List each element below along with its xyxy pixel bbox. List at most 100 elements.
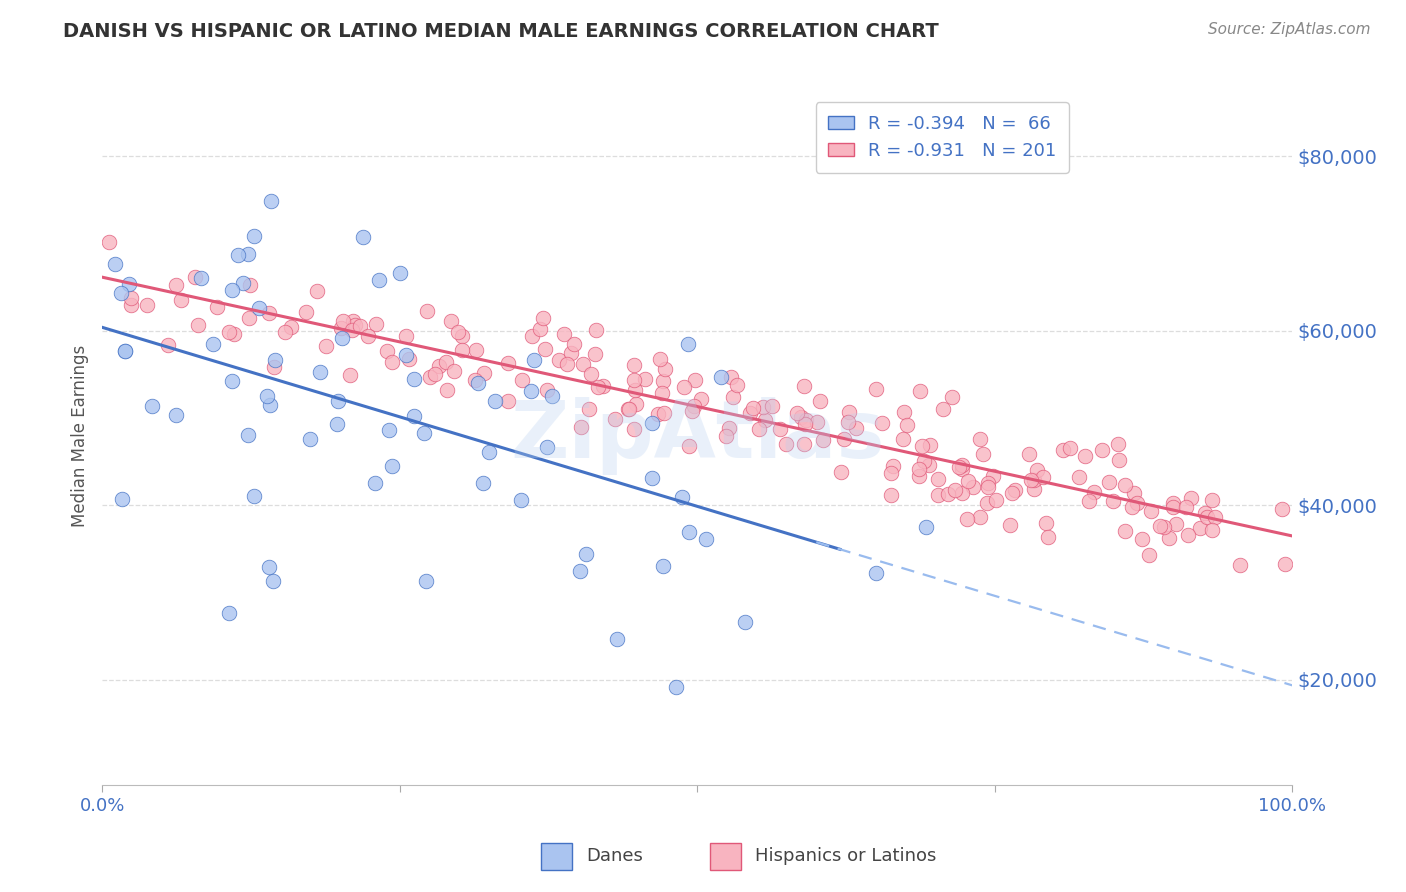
Point bbox=[1201, 492, 1223, 507]
Point bbox=[983, 469, 1005, 483]
Point bbox=[794, 417, 817, 432]
Point bbox=[969, 432, 991, 446]
Point bbox=[915, 520, 938, 534]
Point bbox=[1114, 478, 1136, 492]
Point bbox=[1174, 500, 1197, 515]
Point bbox=[165, 409, 187, 423]
Point bbox=[238, 310, 260, 325]
Point bbox=[560, 345, 582, 359]
Point bbox=[477, 445, 499, 459]
Point bbox=[328, 393, 350, 408]
Point bbox=[725, 377, 748, 392]
Point bbox=[908, 384, 931, 398]
Point bbox=[837, 415, 859, 429]
Point bbox=[260, 194, 283, 209]
Point bbox=[977, 475, 1000, 490]
Point bbox=[682, 399, 704, 413]
Point bbox=[110, 285, 132, 300]
Point bbox=[141, 399, 163, 413]
Point bbox=[364, 317, 387, 331]
Point bbox=[579, 367, 602, 381]
Point bbox=[242, 489, 264, 503]
Point bbox=[665, 681, 688, 695]
Point bbox=[222, 326, 245, 341]
Point bbox=[427, 359, 450, 373]
Point bbox=[695, 533, 717, 547]
Point bbox=[262, 574, 284, 588]
Point bbox=[236, 428, 259, 442]
Point bbox=[1149, 519, 1171, 533]
Point bbox=[742, 401, 765, 415]
Point bbox=[472, 475, 495, 490]
Point bbox=[256, 389, 278, 403]
Point bbox=[1201, 523, 1223, 537]
Text: Hispanics or Latinos: Hispanics or Latinos bbox=[755, 847, 936, 865]
Point bbox=[329, 321, 352, 335]
Point bbox=[114, 344, 136, 359]
Point bbox=[606, 632, 628, 646]
Point bbox=[714, 429, 737, 443]
Point bbox=[394, 329, 416, 343]
Point bbox=[1098, 475, 1121, 489]
Point bbox=[1271, 502, 1294, 516]
Point bbox=[1038, 530, 1060, 544]
Point bbox=[332, 314, 354, 328]
Point bbox=[786, 406, 808, 420]
Point bbox=[523, 353, 546, 368]
Point bbox=[962, 480, 984, 494]
Point bbox=[519, 384, 541, 399]
Point bbox=[343, 318, 366, 332]
Point bbox=[1189, 521, 1212, 535]
Point bbox=[977, 480, 1000, 494]
Point bbox=[896, 417, 918, 432]
Point bbox=[257, 306, 280, 320]
Y-axis label: Median Male Earnings: Median Male Earnings bbox=[72, 344, 89, 526]
Point bbox=[754, 413, 776, 427]
Point bbox=[720, 370, 742, 384]
Point bbox=[377, 423, 399, 437]
Point bbox=[534, 342, 557, 356]
Point bbox=[1052, 443, 1074, 458]
Point bbox=[548, 353, 571, 368]
Point bbox=[678, 439, 700, 453]
Point bbox=[927, 488, 949, 502]
Point bbox=[1035, 516, 1057, 531]
Point bbox=[247, 301, 270, 315]
Point bbox=[748, 422, 770, 436]
Point bbox=[1153, 520, 1175, 534]
Point bbox=[634, 372, 657, 386]
Point bbox=[832, 432, 855, 446]
Point bbox=[388, 266, 411, 280]
Point bbox=[1130, 532, 1153, 546]
Point bbox=[218, 606, 240, 620]
Legend: R = -0.394   N =  66, R = -0.931   N = 201: R = -0.394 N = 66, R = -0.931 N = 201 bbox=[815, 103, 1069, 173]
Point bbox=[918, 458, 941, 472]
Point bbox=[221, 283, 243, 297]
Point bbox=[1078, 494, 1101, 508]
Point bbox=[368, 273, 391, 287]
Point bbox=[652, 406, 675, 420]
Point bbox=[775, 436, 797, 450]
Point bbox=[339, 368, 361, 382]
Point bbox=[232, 276, 254, 290]
Point bbox=[678, 525, 700, 540]
Point bbox=[941, 391, 963, 405]
Point bbox=[936, 486, 959, 500]
Point bbox=[617, 402, 640, 417]
Point bbox=[1004, 483, 1026, 497]
Point bbox=[562, 337, 585, 351]
Point bbox=[623, 422, 645, 436]
Point bbox=[239, 277, 262, 292]
Point bbox=[416, 304, 439, 318]
Point bbox=[956, 512, 979, 526]
Point bbox=[690, 392, 713, 407]
Point bbox=[472, 366, 495, 380]
Point bbox=[721, 390, 744, 404]
Point bbox=[451, 343, 474, 358]
Text: ZipAtlas: ZipAtlas bbox=[510, 397, 884, 475]
Point bbox=[813, 433, 835, 447]
Point bbox=[793, 378, 815, 392]
Point bbox=[950, 462, 973, 476]
Point bbox=[972, 447, 994, 461]
Point bbox=[1114, 524, 1136, 538]
